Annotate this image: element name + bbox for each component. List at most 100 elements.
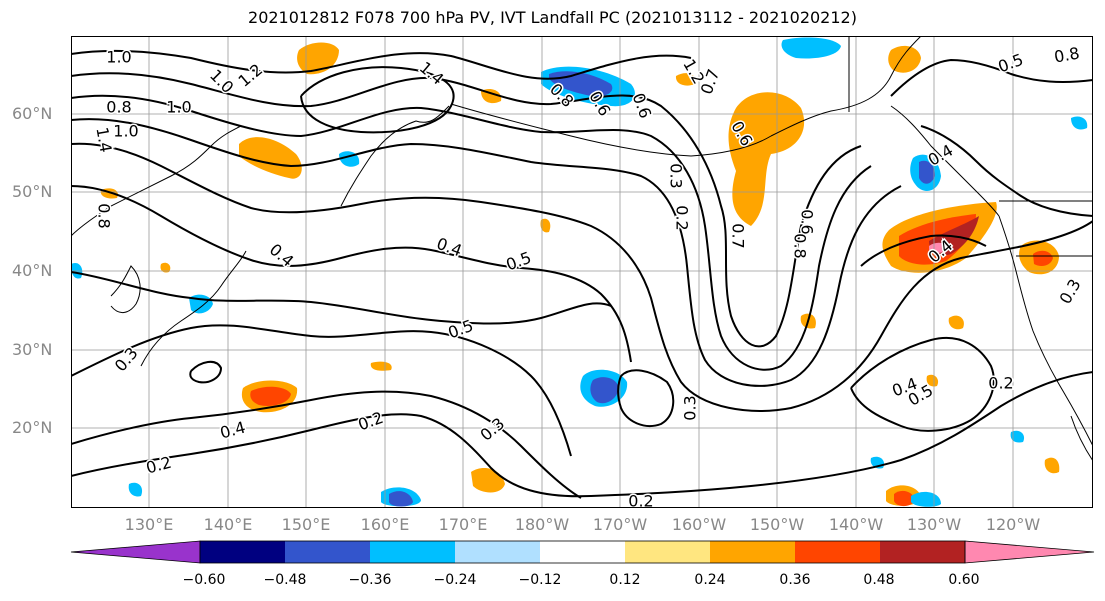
lon-label-170w: 170°W (592, 515, 648, 534)
contour-label: 0.5 (503, 248, 533, 275)
contour-label: 0.8 (791, 233, 810, 258)
lat-label-30n: 30°N (12, 340, 53, 359)
coastline-japan (140, 250, 247, 367)
shading-positive-canada (888, 45, 921, 73)
map-title: 2021012812 F078 700 hPa PV, IVT Landfall… (248, 8, 857, 27)
shading-positive-gulf-peak (929, 242, 947, 254)
contour-label: 0.3 (111, 344, 142, 376)
contour-line (617, 369, 675, 427)
colorbar-segment (285, 541, 370, 563)
coastline-mexico (1070, 415, 1093, 462)
contour-line (71, 371, 1093, 498)
lon-label-130w: 130°W (906, 515, 962, 534)
shading-positive-southeast-core (894, 490, 915, 507)
shading-positive-small-8 (160, 262, 171, 273)
shading-negative-small-3 (1071, 116, 1088, 130)
lat-label-20n: 20°N (12, 418, 53, 437)
shading-positive-subtropics-core (250, 386, 291, 406)
contour-label: 0.3 (477, 414, 509, 445)
contour-line (71, 72, 862, 348)
contour-labels: 1.01.01.00.81.01.41.21.40.8 0.61.20.70.80… (91, 42, 1086, 509)
contour-label: 0.2 (988, 374, 1013, 393)
contour-label: 0.5 (445, 316, 475, 343)
lon-label-140e: 140°E (203, 515, 253, 534)
shading-positive-small-7 (370, 361, 392, 371)
shading-negative-bc-core (919, 160, 935, 184)
contour-label: 0.8 (1053, 43, 1081, 66)
contour-label: 1.2 (235, 60, 267, 91)
coastline-kamchatka (340, 105, 450, 207)
lon-label-150e: 150°E (281, 515, 331, 534)
pv-contours (71, 49, 1093, 499)
contour-label: 0.2 (144, 453, 174, 478)
contour-label: 0.8 (95, 203, 114, 228)
colorbar-segment (540, 541, 625, 563)
lon-label-120w: 120°W (985, 515, 1041, 534)
colorbar-outline (199, 540, 966, 564)
colorbar-tick: 0.24 (694, 572, 726, 588)
shading-positive-small-5 (1044, 457, 1060, 474)
contour-label: 0.6 (629, 90, 656, 120)
colorbar-segment (625, 541, 710, 563)
colorbar-tick: −0.48 (263, 572, 307, 588)
contour-line (71, 94, 872, 371)
contour-label: 1.4 (416, 58, 448, 89)
contour-label: 0.5 (995, 50, 1025, 77)
contour-label: 0.2 (628, 492, 653, 509)
colorbar-tick: 0.36 (779, 572, 811, 588)
shading-positive-small-4 (948, 315, 964, 330)
shading-positive-bottom (471, 468, 505, 493)
colorbar-segment (795, 541, 880, 563)
contour-label: 0.3 (681, 395, 700, 420)
contour-label: 1.4 (92, 126, 115, 154)
contour-label: 1.0 (206, 66, 237, 97)
colorbar-tick: 0.12 (609, 572, 641, 588)
colorbar-segment (710, 541, 795, 563)
shading-positive-california-core (1033, 250, 1053, 266)
shading-negative-small-4 (1010, 430, 1025, 443)
contour-line (860, 234, 987, 267)
colorbar-extend-max (964, 540, 1095, 564)
contour-label: 1.0 (166, 98, 191, 117)
shading-negative-bottom-right (911, 491, 941, 507)
shading-positive-japan (239, 137, 302, 179)
lat-label-50n: 50°N (12, 182, 53, 201)
coastlines (71, 36, 1093, 462)
lon-label-140w: 140°W (828, 515, 884, 534)
colorbar-segment (370, 541, 455, 563)
shading-positive-kamchatka (297, 42, 339, 75)
colorbar-tick: 0.48 (863, 572, 895, 588)
contour-line (300, 66, 455, 134)
lon-label-170e: 170°E (438, 515, 488, 534)
colorbar-extend-min (70, 540, 201, 564)
coastline-westcoast (998, 215, 1093, 447)
colorbar-tick: 0.60 (948, 572, 980, 588)
contour-label: 0.8 (106, 98, 131, 117)
coastline-bc (890, 105, 1000, 217)
contour-line (920, 125, 1093, 217)
contour-label: 0.3 (1056, 276, 1085, 308)
coastline-asia (71, 125, 242, 237)
contour-label: 0.2 (673, 205, 692, 230)
lon-label-150w: 150°W (749, 515, 805, 534)
colorbar-tick: −0.24 (433, 572, 477, 588)
contour-label: 0.4 (218, 418, 248, 443)
contour-label: 0.2 (355, 408, 385, 435)
contour-line (71, 390, 582, 499)
anomaly-shading (71, 37, 1088, 507)
coastline-aleutians (450, 103, 772, 157)
lon-label-160w: 160°W (671, 515, 727, 534)
shading-negative-small-6 (128, 482, 143, 497)
lat-label-60n: 60°N (12, 104, 53, 123)
colorbar-tick: −0.12 (518, 572, 562, 588)
colorbar (70, 540, 1095, 564)
map-plot-area: 1.0 1.0 1.0 0.8 1.0 1.4 1.2 1.4 0.8 0.6 1.2 0.7 0.8 0… (71, 36, 1093, 508)
lon-label-180w: 180°W (514, 515, 570, 534)
contour-line (71, 324, 572, 457)
shading-positive-small-3 (540, 218, 551, 233)
shading-positive-small-2 (675, 73, 696, 86)
lon-label-160e: 160°E (360, 515, 410, 534)
contour-line (189, 360, 223, 384)
map-canvas: 1.01.01.00.81.01.41.21.40.8 0.61.20.70.80… (71, 36, 1093, 508)
shading-negative-bottom-left-core (389, 491, 413, 507)
